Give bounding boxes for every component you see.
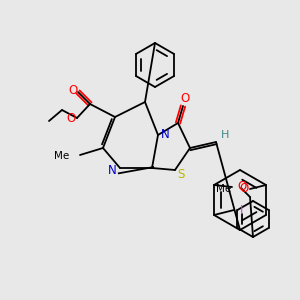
- Text: O: O: [180, 92, 190, 106]
- Text: N: N: [160, 128, 169, 142]
- Text: Me: Me: [54, 151, 69, 161]
- Text: N: N: [108, 164, 116, 176]
- Text: O: O: [68, 85, 78, 98]
- Text: I: I: [240, 203, 244, 217]
- Text: H: H: [221, 130, 229, 140]
- Text: S: S: [177, 169, 185, 182]
- Text: O: O: [239, 182, 249, 196]
- Text: Me: Me: [216, 184, 231, 194]
- Text: O: O: [66, 112, 76, 125]
- Text: O: O: [237, 181, 246, 194]
